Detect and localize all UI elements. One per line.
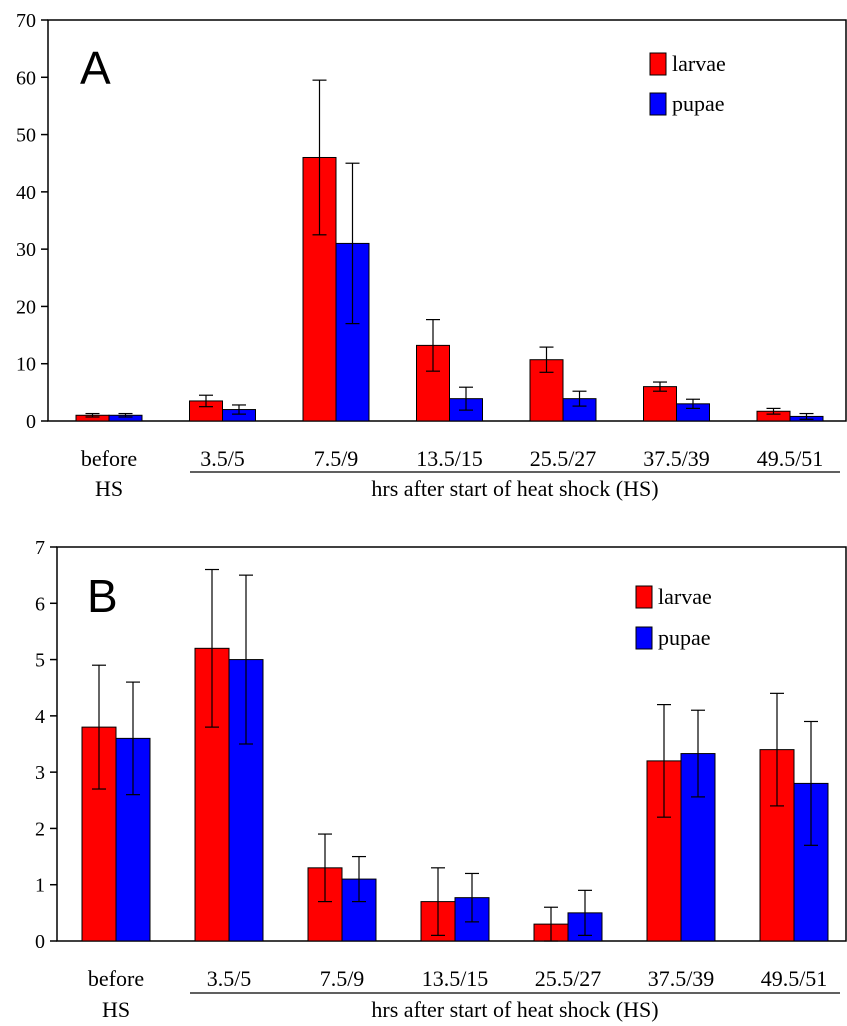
x-tick-label: 25.5/27 — [535, 966, 602, 991]
y-tick-label: 2 — [35, 818, 45, 840]
legend-label-larvae: larvae — [658, 584, 712, 609]
x-tick-label: HS — [102, 997, 130, 1022]
x-tick-label: 37.5/39 — [648, 966, 715, 991]
y-tick-label: 1 — [35, 875, 45, 897]
x-axis-title: hrs after start of heat shock (HS) — [371, 997, 658, 1022]
x-tick-label: 37.5/39 — [643, 446, 710, 471]
legend: larvae pupae — [649, 51, 726, 116]
legend-swatch-larvae — [635, 585, 653, 609]
y-tick-label: 7 — [35, 537, 45, 559]
plot-frame — [56, 546, 847, 942]
x-tick-label: 49.5/51 — [757, 446, 824, 471]
panel-letter: B — [87, 570, 118, 622]
x-tick-label: 7.5/9 — [314, 446, 359, 471]
legend: larvae pupae — [635, 584, 712, 650]
legend-label-pupae: pupae — [658, 625, 711, 650]
chart-panel-a: 0 10 20 30 40 50 60 70 before HS 3.5/5 7.5/9 13.5/15… — [16, 10, 847, 501]
y-tick-label: 30 — [16, 239, 36, 261]
x-tick-label: HS — [95, 476, 123, 501]
chart-panel-b: 0 1 2 3 4 5 6 7 before HS 3.5/5 7.5/9 13.5/15 25.5/27… — [35, 537, 847, 1022]
legend-label-pupae: pupae — [672, 91, 725, 116]
y-tick-label: 10 — [16, 354, 36, 376]
y-tick-label: 50 — [16, 125, 36, 147]
y-tick-label: 70 — [16, 10, 36, 32]
legend-swatch-pupae — [635, 626, 653, 650]
x-tick-label: 3.5/5 — [200, 446, 245, 471]
x-tick-label: 49.5/51 — [761, 966, 828, 991]
y-tick-label: 60 — [16, 67, 36, 89]
x-tick-label: 13.5/15 — [422, 966, 489, 991]
y-tick-label: 4 — [35, 706, 45, 728]
y-tick-label: 6 — [35, 593, 45, 615]
y-tick-label: 0 — [35, 931, 45, 953]
legend-swatch-pupae — [649, 92, 667, 116]
x-tick-label: 7.5/9 — [320, 966, 365, 991]
y-tick-label: 5 — [35, 650, 45, 672]
y-tick-label: 0 — [26, 411, 36, 433]
legend-label-larvae: larvae — [672, 51, 726, 76]
bar-pupae — [680, 753, 716, 942]
x-tick-label: before — [88, 966, 144, 991]
panel-letter: A — [80, 42, 111, 94]
y-tick-label: 3 — [35, 762, 45, 784]
x-tick-label: 13.5/15 — [416, 446, 483, 471]
legend-swatch-larvae — [649, 52, 667, 76]
x-tick-label: before — [81, 446, 137, 471]
x-tick-label: 25.5/27 — [530, 446, 597, 471]
x-axis-title: hrs after start of heat shock (HS) — [371, 476, 658, 501]
y-tick-label: 40 — [16, 182, 36, 204]
x-tick-label: 3.5/5 — [207, 966, 252, 991]
y-tick-label: 20 — [16, 296, 36, 318]
